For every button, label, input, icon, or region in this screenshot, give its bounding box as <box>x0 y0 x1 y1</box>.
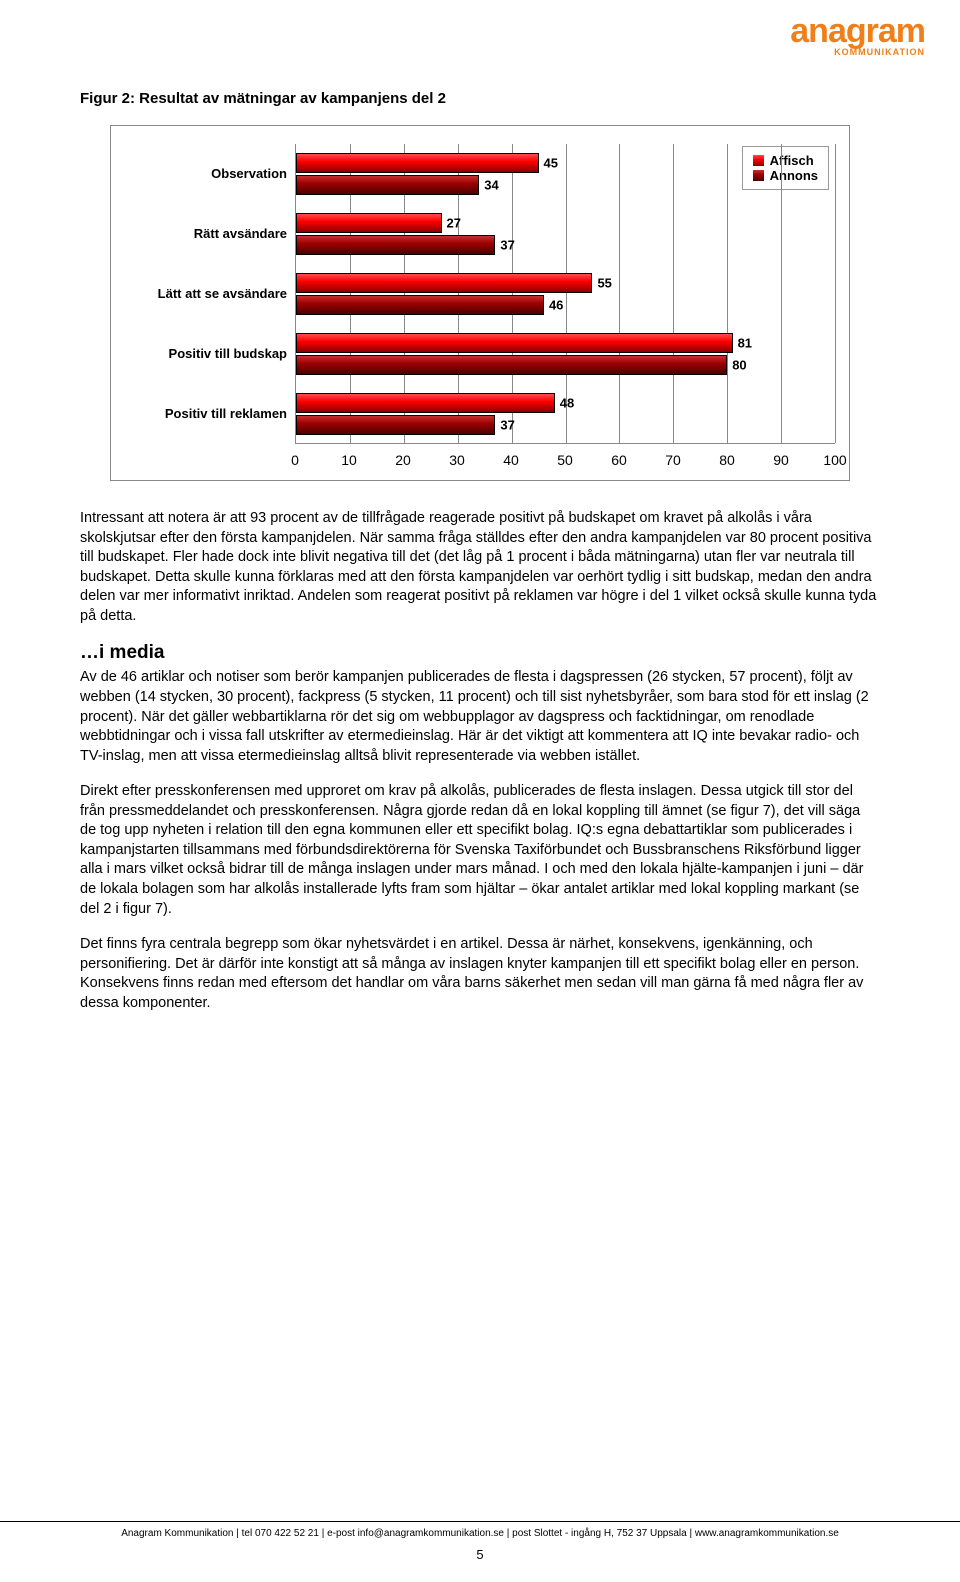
bar-group: 2737 <box>296 204 835 264</box>
page-footer: Anagram Kommunikation | tel 070 422 52 2… <box>0 1521 960 1562</box>
bar-annons: 80 <box>296 355 727 375</box>
bar-value-affisch: 45 <box>538 156 558 171</box>
bar-group: 4837 <box>296 384 835 444</box>
x-tick: 10 <box>341 452 357 468</box>
y-label: Positiv till reklamen <box>125 384 287 444</box>
x-tick: 100 <box>823 452 846 468</box>
x-tick: 70 <box>665 452 681 468</box>
bar-group: 4534 <box>296 144 835 204</box>
paragraph-1: Intressant att notera är att 93 procent … <box>80 509 880 626</box>
bar-group: 5546 <box>296 264 835 324</box>
bar-value-affisch: 81 <box>732 336 752 351</box>
y-axis-labels: ObservationRätt avsändareLätt att se avs… <box>125 144 295 444</box>
bar-affisch: 81 <box>296 333 733 353</box>
bar-value-affisch: 48 <box>554 396 574 411</box>
x-axis: 0102030405060708090100 <box>295 448 835 470</box>
paragraph-2: Av de 46 artiklar och notiser som berör … <box>80 668 880 766</box>
bar-annons: 37 <box>296 235 495 255</box>
figure-title: Figur 2: Resultat av mätningar av kampan… <box>80 90 880 107</box>
bar-affisch: 55 <box>296 273 592 293</box>
bar-value-annons: 34 <box>478 178 498 193</box>
x-tick: 40 <box>503 452 519 468</box>
y-label: Observation <box>125 144 287 204</box>
footer-contact: Anagram Kommunikation | tel 070 422 52 2… <box>0 1528 960 1539</box>
y-label: Positiv till budskap <box>125 324 287 384</box>
y-label: Lätt att se avsändare <box>125 264 287 324</box>
bar-affisch: 45 <box>296 153 539 173</box>
grid-line <box>835 144 836 443</box>
y-label: Rätt avsändare <box>125 204 287 264</box>
bar-chart: Affisch Annons ObservationRätt avsändare… <box>110 125 850 481</box>
x-tick: 0 <box>291 452 299 468</box>
x-tick: 50 <box>557 452 573 468</box>
bar-affisch: 27 <box>296 213 442 233</box>
paragraph-4: Det finns fyra centrala begrepp som ökar… <box>80 935 880 1013</box>
page-number: 5 <box>0 1547 960 1562</box>
brand-logo: anagram KOMMUNIKATION <box>790 12 925 57</box>
bar-value-annons: 46 <box>543 298 563 313</box>
bar-value-annons: 37 <box>494 418 514 433</box>
bar-value-affisch: 27 <box>441 216 461 231</box>
x-tick: 90 <box>773 452 789 468</box>
bar-group: 8180 <box>296 324 835 384</box>
x-tick: 80 <box>719 452 735 468</box>
bar-annons: 46 <box>296 295 544 315</box>
bars-area: 45342737554681804837 <box>295 144 835 444</box>
x-tick: 30 <box>449 452 465 468</box>
bar-value-annons: 80 <box>726 358 746 373</box>
x-tick: 20 <box>395 452 411 468</box>
chart-rows: ObservationRätt avsändareLätt att se avs… <box>125 144 835 444</box>
bar-value-annons: 37 <box>494 238 514 253</box>
subheading-media: …i media <box>80 642 880 664</box>
paragraph-3: Direkt efter presskonferensen med uppror… <box>80 782 880 919</box>
bar-annons: 34 <box>296 175 479 195</box>
bar-annons: 37 <box>296 415 495 435</box>
logo-text: anagram <box>790 12 925 51</box>
bar-affisch: 48 <box>296 393 555 413</box>
bar-value-affisch: 55 <box>591 276 611 291</box>
x-tick: 60 <box>611 452 627 468</box>
